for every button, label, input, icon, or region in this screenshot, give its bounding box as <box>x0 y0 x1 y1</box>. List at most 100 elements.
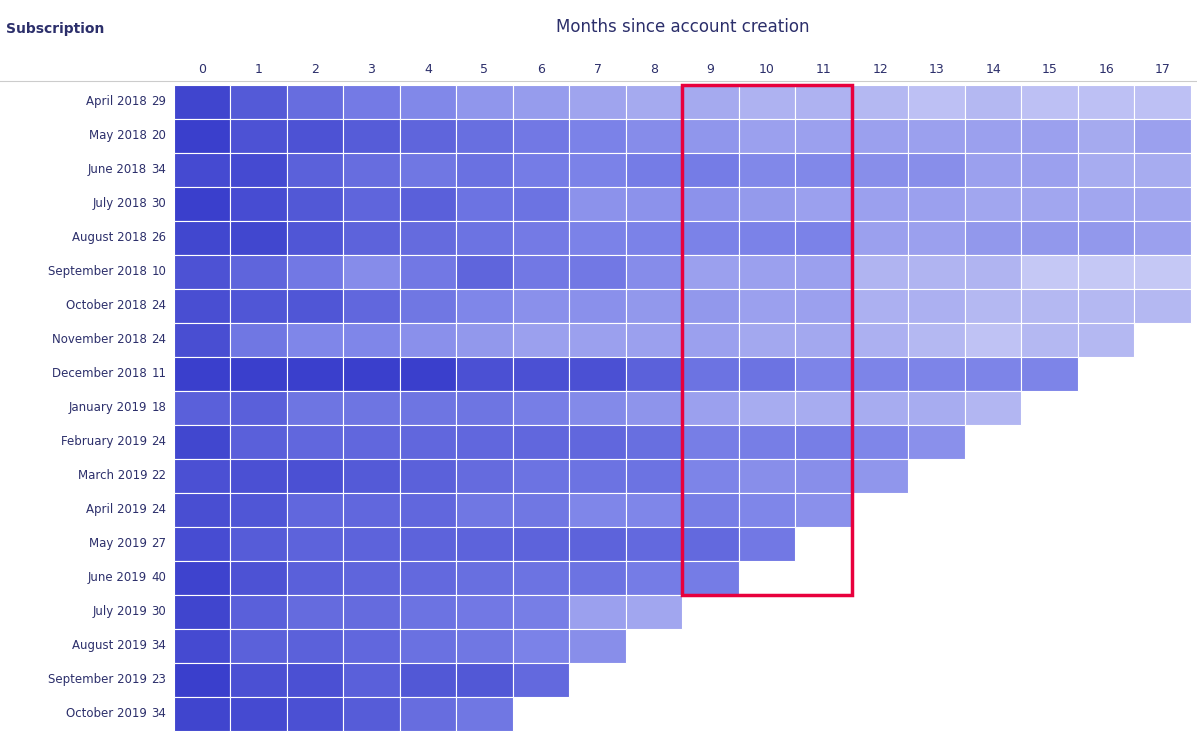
Text: 88%: 88% <box>245 301 271 311</box>
Text: 71%: 71% <box>245 335 271 345</box>
Text: 17: 17 <box>1155 63 1171 76</box>
Text: 91%: 91% <box>303 471 327 480</box>
Text: 30%: 30% <box>1150 267 1175 277</box>
Text: 73%: 73% <box>528 471 553 480</box>
Text: 74%: 74% <box>472 165 497 175</box>
Text: 73%: 73% <box>528 199 553 209</box>
Text: 50%: 50% <box>585 607 610 617</box>
Text: 40%: 40% <box>924 267 949 277</box>
Text: 34: 34 <box>152 707 166 720</box>
Text: 81%: 81% <box>415 539 440 548</box>
Text: 50%: 50% <box>1038 131 1062 141</box>
Text: 58%: 58% <box>924 437 949 446</box>
Text: 24: 24 <box>151 334 166 346</box>
Text: 58%: 58% <box>585 301 610 311</box>
Text: 42%: 42% <box>924 301 949 311</box>
Text: 54%: 54% <box>698 301 723 311</box>
Text: 87%: 87% <box>415 675 440 685</box>
Text: 82%: 82% <box>303 165 327 175</box>
Text: 100%: 100% <box>186 199 218 209</box>
Text: 82%: 82% <box>642 369 667 379</box>
Text: 50%: 50% <box>980 131 1005 141</box>
Text: 81%: 81% <box>303 539 327 548</box>
Text: 91%: 91% <box>189 471 214 480</box>
Text: 92%: 92% <box>189 505 214 514</box>
Text: 83%: 83% <box>415 199 440 209</box>
Text: 90%: 90% <box>189 267 214 277</box>
Text: 30%: 30% <box>1094 267 1119 277</box>
Text: 73%: 73% <box>642 471 667 480</box>
Text: 78%: 78% <box>528 675 553 685</box>
Text: 50%: 50% <box>754 267 779 277</box>
Text: 94%: 94% <box>189 165 214 175</box>
Text: 50%: 50% <box>1038 165 1062 175</box>
Text: 20: 20 <box>152 129 166 142</box>
Text: 73%: 73% <box>472 232 497 243</box>
Text: 64%: 64% <box>698 471 723 480</box>
Text: 70%: 70% <box>528 131 553 141</box>
Text: 47%: 47% <box>1037 199 1062 209</box>
Text: 38%: 38% <box>1150 301 1175 311</box>
Text: 50%: 50% <box>924 199 949 209</box>
Text: 3: 3 <box>367 63 376 76</box>
Text: 87%: 87% <box>472 675 497 685</box>
Text: 63%: 63% <box>359 335 384 345</box>
Text: 0: 0 <box>198 63 206 76</box>
Text: 80%: 80% <box>472 267 497 277</box>
Text: 74%: 74% <box>415 641 440 651</box>
Text: 11: 11 <box>151 368 166 380</box>
Text: August 2019: August 2019 <box>72 639 147 652</box>
Text: 38%: 38% <box>1038 335 1062 345</box>
Text: 2: 2 <box>311 63 318 76</box>
Text: 53%: 53% <box>754 199 779 209</box>
Text: 33%: 33% <box>980 335 1005 345</box>
Text: 91%: 91% <box>245 675 271 685</box>
Text: 44%: 44% <box>868 403 893 413</box>
Text: 67%: 67% <box>754 437 779 446</box>
Text: 79%: 79% <box>472 437 497 446</box>
Text: 91%: 91% <box>529 369 553 379</box>
Text: 96%: 96% <box>189 437 214 446</box>
Text: 59%: 59% <box>585 641 610 651</box>
Text: October 2018: October 2018 <box>67 300 147 312</box>
Text: 70%: 70% <box>472 607 497 617</box>
Text: 100%: 100% <box>242 369 274 379</box>
Text: 72%: 72% <box>359 403 384 413</box>
Text: 52%: 52% <box>529 97 553 107</box>
Text: 58%: 58% <box>415 335 440 345</box>
Text: 65%: 65% <box>529 641 553 651</box>
Text: 45%: 45% <box>698 97 723 107</box>
Text: May 2019: May 2019 <box>90 537 147 551</box>
Text: 34%: 34% <box>924 97 949 107</box>
Text: 6: 6 <box>537 63 545 76</box>
Text: 88%: 88% <box>303 301 327 311</box>
Text: 57%: 57% <box>585 199 610 209</box>
Text: 78%: 78% <box>642 539 667 548</box>
Text: 26: 26 <box>151 231 166 244</box>
Text: 80%: 80% <box>359 199 384 209</box>
Text: 60%: 60% <box>359 267 384 277</box>
Text: 64%: 64% <box>924 369 949 379</box>
Text: 22: 22 <box>151 469 166 482</box>
Text: 97%: 97% <box>189 708 214 719</box>
Text: 54%: 54% <box>472 335 497 345</box>
Text: 63%: 63% <box>303 335 327 345</box>
Text: 55%: 55% <box>698 131 723 141</box>
Text: May 2018: May 2018 <box>90 129 147 142</box>
Text: 100%: 100% <box>186 675 218 685</box>
Text: 96%: 96% <box>245 232 271 243</box>
Text: 73%: 73% <box>698 369 723 379</box>
Text: 38%: 38% <box>1094 335 1119 345</box>
Text: 79%: 79% <box>359 641 384 651</box>
Text: 73%: 73% <box>585 471 610 480</box>
Text: 62%: 62% <box>812 165 836 175</box>
Text: June 2018: June 2018 <box>89 163 147 176</box>
Text: 64%: 64% <box>980 369 1005 379</box>
Text: 23: 23 <box>152 673 166 686</box>
Text: 15: 15 <box>1041 63 1058 76</box>
Text: 65%: 65% <box>585 131 610 141</box>
Text: 61%: 61% <box>585 403 610 413</box>
Text: 38%: 38% <box>868 97 893 107</box>
Text: 71%: 71% <box>415 165 440 175</box>
Text: 34: 34 <box>152 639 166 652</box>
